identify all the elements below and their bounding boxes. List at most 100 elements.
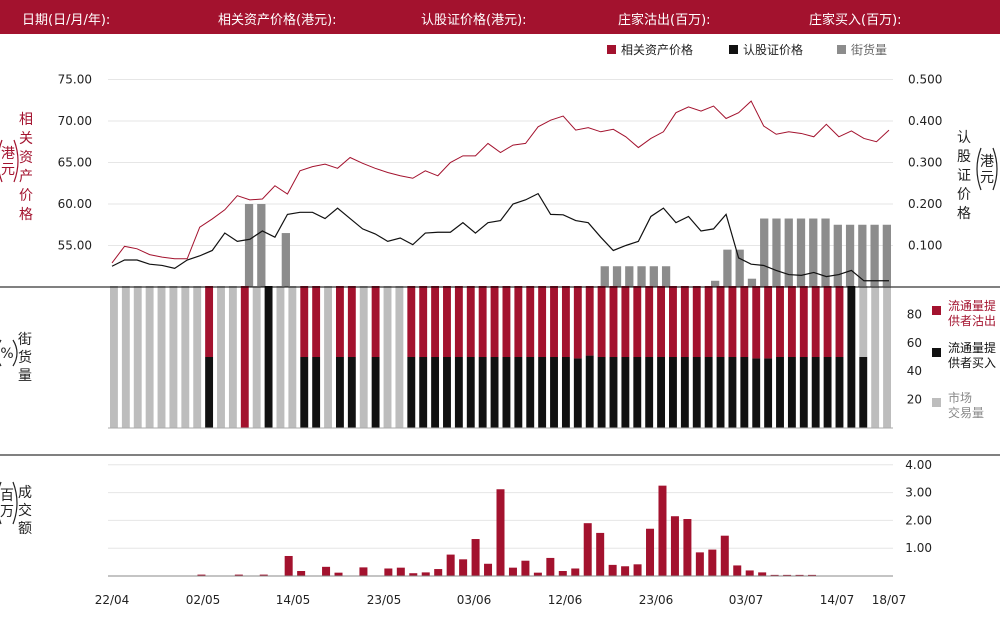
market-volume-bar — [324, 286, 332, 428]
turnover-bar — [322, 566, 331, 576]
lp-sell-bar — [538, 286, 547, 357]
market-volume-bar — [217, 286, 225, 428]
turnover-bar — [621, 566, 630, 576]
market-volume-bar — [193, 286, 202, 428]
outstanding-bar — [833, 224, 842, 287]
lp-sell-bar — [371, 286, 380, 357]
header-issuer-buy: 庄家买入(百万): — [809, 13, 902, 28]
legend-swatch — [932, 398, 941, 407]
lp-buy-bar — [585, 355, 594, 428]
outstanding-bar — [772, 218, 781, 287]
outstanding-bar — [661, 266, 671, 287]
lp-buy-bar — [573, 358, 582, 428]
turnover-bar — [197, 574, 206, 576]
turnover-bar — [795, 574, 804, 576]
lp-buy-bar — [419, 357, 428, 428]
lp-buy-bar — [680, 357, 689, 428]
lp-buy-bar — [335, 357, 344, 428]
lp-sell-bar — [787, 286, 796, 357]
x-tick: 03/07 — [729, 593, 764, 607]
market-volume-bar — [133, 286, 142, 428]
y-tick-bottom: 3.00 — [905, 486, 932, 500]
axis-unit-char: % — [0, 346, 13, 362]
turnover-bar — [658, 485, 667, 576]
y-tick-right: 0.500 — [908, 73, 942, 87]
x-tick: 03/06 — [457, 593, 492, 607]
outstanding-bar — [257, 204, 266, 287]
lp-buy-bar — [550, 357, 558, 428]
axis-label-char: 成 — [18, 485, 32, 501]
lp-buy-bar — [443, 357, 451, 428]
lp-sell-bar — [764, 286, 773, 359]
market-volume-bar — [359, 286, 368, 428]
lp-buy-bar — [490, 357, 499, 428]
lp-buy-bar — [407, 357, 416, 428]
lp-buy-bar — [692, 357, 701, 428]
lp-buy-bar — [514, 357, 523, 428]
lp-buy-bar — [645, 357, 654, 428]
y-tick-mid: 60 — [907, 336, 922, 350]
lp-sell-bar — [478, 286, 487, 357]
lp-buy-bar — [300, 357, 309, 428]
turnover-bar — [571, 568, 580, 576]
lp-sell-bar — [443, 286, 451, 357]
y-tick-mid: 20 — [907, 393, 922, 407]
axis-label-char: 货 — [18, 349, 32, 366]
lp-sell-bar — [335, 286, 344, 357]
outstanding-bar — [711, 280, 720, 287]
axis-label-char: 相 — [19, 112, 33, 128]
lp-sell-bar — [823, 286, 832, 357]
turnover-bar — [533, 572, 542, 576]
market-volume-bar — [157, 286, 166, 428]
legend-label: 交易量 — [948, 405, 984, 420]
turnover-bar — [359, 567, 368, 576]
turnover-bar — [284, 555, 293, 576]
lp-buy-bar — [597, 357, 606, 428]
turnover-bar — [758, 572, 767, 576]
lp-sell-bar — [347, 286, 356, 357]
header-underlying-price: 相关资产价格(港元): — [218, 13, 337, 28]
turnover-bar — [459, 559, 468, 576]
axis-label-char: 交 — [18, 502, 32, 519]
legend-label: 流通量提 — [948, 340, 996, 355]
outstanding-bar — [612, 266, 622, 287]
lp-sell-bar — [776, 286, 784, 357]
turnover-bar — [770, 574, 779, 576]
y-tick-right: 0.100 — [908, 239, 942, 253]
lp-sell-bar — [526, 286, 535, 357]
axis-unit-char: 元 — [1, 162, 15, 178]
paren-left — [976, 147, 982, 191]
axis-label-char: 股 — [957, 149, 971, 165]
turnover-bar — [234, 574, 243, 576]
paren-right — [13, 139, 19, 183]
lp-sell-bar — [645, 286, 654, 357]
lp-buy-bar — [764, 358, 773, 428]
outstanding-bar — [845, 224, 855, 287]
lp-sell-bar — [561, 286, 570, 357]
turnover-bar — [259, 574, 268, 576]
legend-label: 供者买入 — [948, 356, 996, 370]
axis-label-char: 量 — [18, 368, 32, 384]
lp-sell-bar — [609, 286, 618, 357]
lp-sell-bar — [454, 286, 463, 357]
paren-right — [12, 339, 18, 367]
lp-buy-bar — [835, 357, 844, 428]
outstanding-bar — [637, 266, 646, 287]
paren-right — [992, 147, 998, 191]
y-tick-bottom: 2.00 — [905, 513, 932, 527]
lp-buy-bar — [704, 357, 713, 428]
lp-buy-bar — [454, 357, 463, 428]
y-tick-bottom: 4.00 — [905, 458, 932, 472]
turnover-bar — [596, 532, 605, 576]
axis-label-char: 关 — [19, 131, 33, 147]
lp-buy-bar — [728, 357, 737, 428]
y-tick-left: 75.00 — [58, 73, 92, 87]
outstanding-bar — [760, 218, 769, 287]
lp-buy-bar — [466, 357, 475, 428]
y-tick-mid: 80 — [907, 307, 922, 321]
outstanding-bar — [870, 224, 879, 287]
lp-sell-bar — [692, 286, 701, 357]
lp-buy-bar — [633, 357, 642, 428]
outstanding-bar — [281, 233, 290, 287]
turnover-bar — [608, 564, 617, 576]
